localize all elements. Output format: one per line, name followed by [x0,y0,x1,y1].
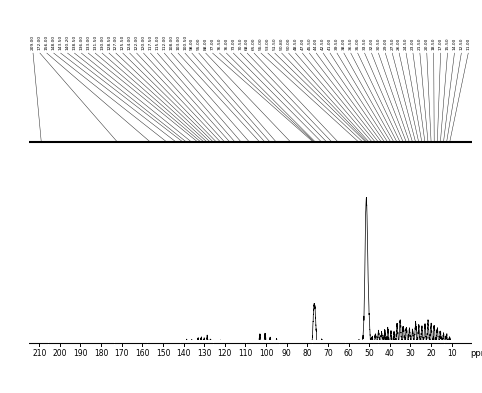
Text: 50.80: 50.80 [280,38,284,50]
Text: 20.00: 20.00 [425,38,429,50]
Text: 50: 50 [364,349,374,358]
Text: 140: 140 [176,349,191,358]
Text: 133.00: 133.00 [86,35,90,50]
Text: 39.50: 39.50 [335,38,339,50]
Text: 180: 180 [94,349,108,358]
Text: 136.00: 136.00 [80,35,83,50]
Text: 27.50: 27.50 [390,38,394,50]
Text: 14.00: 14.00 [453,38,456,50]
Text: 103.00: 103.00 [176,35,180,50]
Text: 77.00: 77.00 [211,38,214,50]
Text: 18.50: 18.50 [432,38,436,50]
Text: 47.00: 47.00 [300,38,305,50]
Text: 73.00: 73.00 [231,38,235,50]
Text: 90: 90 [282,349,292,358]
Text: 53.00: 53.00 [266,38,270,50]
Text: 100: 100 [259,349,273,358]
Text: 131.50: 131.50 [93,35,97,50]
Text: 209.00: 209.00 [31,35,35,50]
Text: 130: 130 [197,349,212,358]
Text: 55.00: 55.00 [259,38,263,50]
Text: 11.00: 11.00 [466,38,470,50]
Text: 127.00: 127.00 [114,35,118,50]
Text: 17.00: 17.00 [439,38,442,50]
Text: 70: 70 [323,349,333,358]
Text: ppm: ppm [470,349,482,358]
Text: 21.50: 21.50 [418,38,422,50]
Text: 48.50: 48.50 [294,38,297,50]
Text: 120: 120 [218,349,232,358]
Text: 160: 160 [135,349,149,358]
Text: 35.00: 35.00 [356,38,360,50]
Text: 10: 10 [447,349,456,358]
Text: 45.50: 45.50 [308,38,311,50]
Text: 80: 80 [303,349,312,358]
Text: 44.00: 44.00 [314,38,318,50]
Text: 110: 110 [238,349,253,358]
Text: 143.50: 143.50 [59,35,63,50]
Text: 125.50: 125.50 [121,35,125,50]
Text: 140.20: 140.20 [66,35,69,50]
Text: 172.00: 172.00 [38,35,42,50]
Text: 38.00: 38.00 [342,38,346,50]
Text: 70.50: 70.50 [238,38,242,50]
Text: 130.00: 130.00 [100,35,104,50]
Text: 88.00: 88.00 [204,38,208,50]
Text: 76.50: 76.50 [217,38,222,50]
Text: 29.00: 29.00 [383,38,388,50]
Text: 40: 40 [385,349,395,358]
Text: 124.00: 124.00 [128,35,132,50]
Text: 76.00: 76.00 [225,38,228,50]
Text: 15.50: 15.50 [445,38,450,50]
Text: 68.00: 68.00 [245,38,249,50]
Text: 156.00: 156.00 [45,35,49,50]
Text: 115.00: 115.00 [155,35,160,50]
Text: 24.50: 24.50 [404,38,408,50]
Text: 138.50: 138.50 [72,35,77,50]
Text: 30.50: 30.50 [376,38,380,50]
Text: 41.00: 41.00 [328,38,332,50]
Text: 122.00: 122.00 [134,35,139,50]
Text: 170: 170 [115,349,129,358]
Text: 36.50: 36.50 [349,38,353,50]
Text: 112.00: 112.00 [162,35,166,50]
Text: 50.00: 50.00 [287,38,291,50]
Text: 23.00: 23.00 [411,38,415,50]
Text: 200: 200 [53,349,67,358]
Text: 42.50: 42.50 [321,38,325,50]
Text: 51.50: 51.50 [273,38,277,50]
Text: 120.00: 120.00 [142,35,146,50]
Text: 148.00: 148.00 [52,35,56,50]
Text: 60: 60 [344,349,353,358]
Text: 150: 150 [156,349,170,358]
Text: 20: 20 [426,349,436,358]
Text: 32.00: 32.00 [370,38,374,50]
Text: 190: 190 [73,349,88,358]
Text: 128.50: 128.50 [107,35,111,50]
Text: 100.50: 100.50 [183,35,187,50]
Text: 30: 30 [406,349,415,358]
Text: 108.00: 108.00 [169,35,173,50]
Text: 117.50: 117.50 [148,35,152,50]
Text: 33.50: 33.50 [362,38,367,50]
Text: 26.00: 26.00 [397,38,401,50]
Text: 12.50: 12.50 [459,38,463,50]
Text: 210: 210 [32,349,46,358]
Text: 95.00: 95.00 [197,38,201,50]
Text: 65.00: 65.00 [252,38,256,50]
Text: 98.00: 98.00 [190,38,194,50]
